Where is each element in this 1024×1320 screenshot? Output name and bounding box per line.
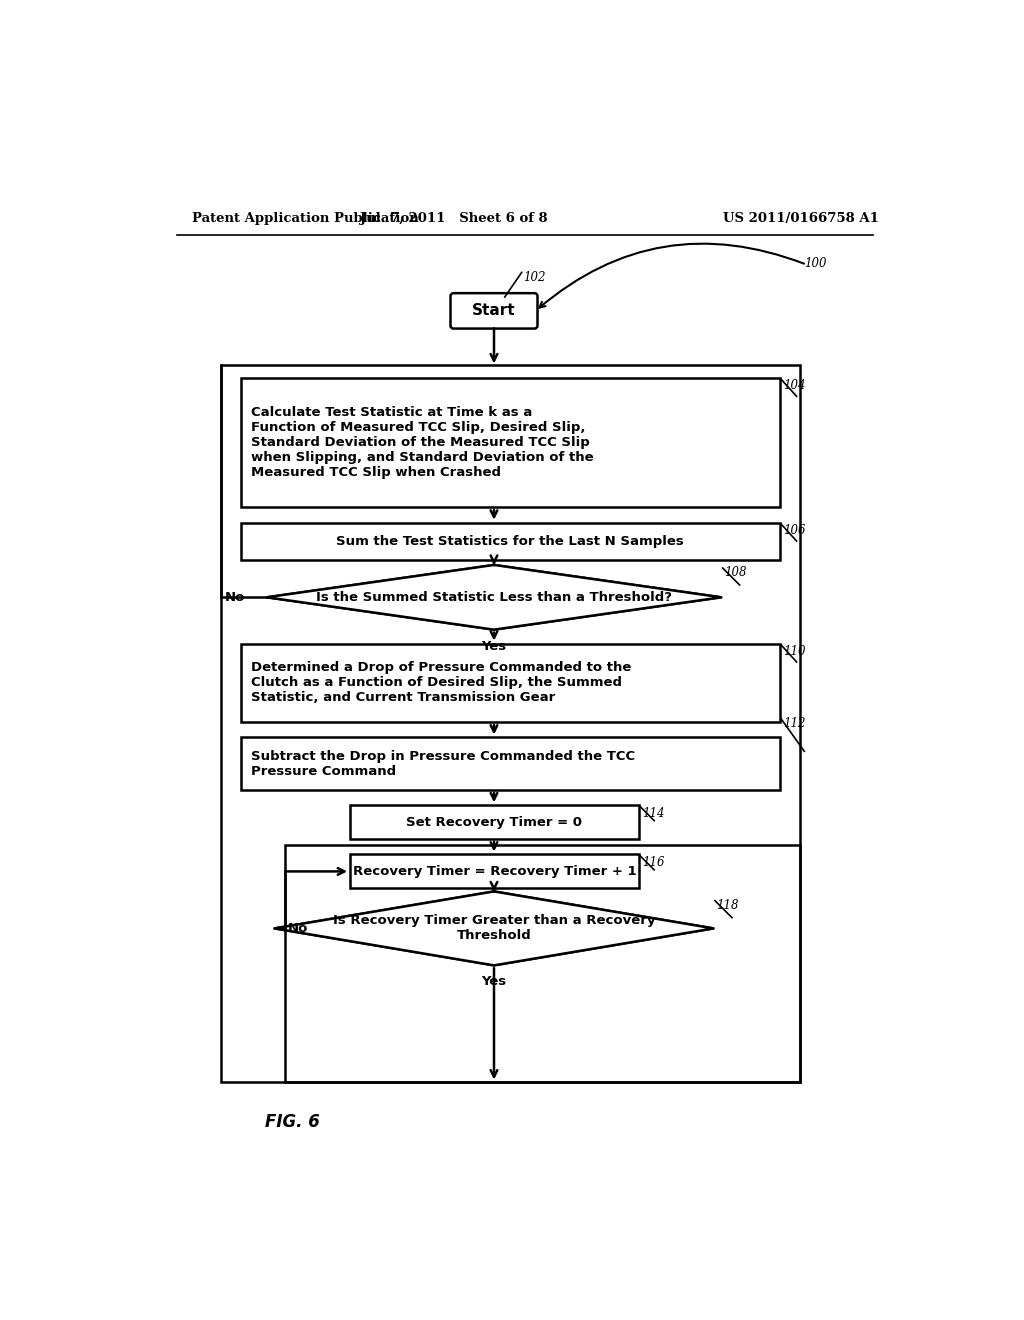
Text: Sum the Test Statistics for the Last N Samples: Sum the Test Statistics for the Last N S… [336, 535, 684, 548]
Text: No: No [288, 921, 308, 935]
Text: FIG. 6: FIG. 6 [265, 1114, 321, 1131]
Text: 116: 116 [642, 857, 665, 869]
Text: Yes: Yes [481, 974, 507, 987]
Text: Patent Application Publication: Patent Application Publication [193, 213, 419, 224]
Bar [350, 854, 639, 888]
Text: 108: 108 [724, 566, 746, 579]
Text: 106: 106 [782, 524, 805, 537]
Text: Start: Start [472, 304, 516, 318]
Text: Set Recovery Timer = 0: Set Recovery Timer = 0 [407, 816, 583, 829]
Polygon shape [274, 891, 714, 965]
Text: Yes: Yes [481, 640, 507, 653]
Text: Calculate Test Statistic at Time k as a
Function of Measured TCC Slip, Desired S: Calculate Test Statistic at Time k as a … [252, 407, 594, 479]
Text: 104: 104 [782, 379, 805, 392]
Text: Determined a Drop of Pressure Commanded to the
Clutch as a Function of Desired S: Determined a Drop of Pressure Commanded … [252, 661, 632, 705]
Text: Recovery Timer = Recovery Timer + 1: Recovery Timer = Recovery Timer + 1 [352, 865, 636, 878]
Bar [241, 644, 779, 722]
Text: US 2011/0166758 A1: US 2011/0166758 A1 [723, 213, 879, 224]
Text: Jul. 7, 2011   Sheet 6 of 8: Jul. 7, 2011 Sheet 6 of 8 [360, 213, 548, 224]
Bar [285, 845, 801, 1082]
Text: No: No [224, 591, 245, 603]
Bar [221, 364, 801, 1082]
Text: Is the Summed Statistic Less than a Threshold?: Is the Summed Statistic Less than a Thre… [316, 591, 672, 603]
Text: 114: 114 [642, 807, 665, 820]
Text: Subtract the Drop in Pressure Commanded the TCC
Pressure Command: Subtract the Drop in Pressure Commanded … [252, 750, 636, 777]
Text: 110: 110 [782, 645, 805, 659]
Text: 118: 118 [717, 899, 739, 912]
Text: 112: 112 [782, 718, 805, 730]
Text: Is Recovery Timer Greater than a Recovery
Threshold: Is Recovery Timer Greater than a Recover… [333, 915, 655, 942]
FancyBboxPatch shape [451, 293, 538, 329]
Bar [241, 523, 779, 560]
Bar [241, 738, 779, 789]
Polygon shape [267, 565, 721, 630]
Bar [241, 378, 779, 507]
Text: 102: 102 [523, 271, 546, 284]
Text: 100: 100 [804, 257, 826, 271]
Bar [350, 805, 639, 840]
